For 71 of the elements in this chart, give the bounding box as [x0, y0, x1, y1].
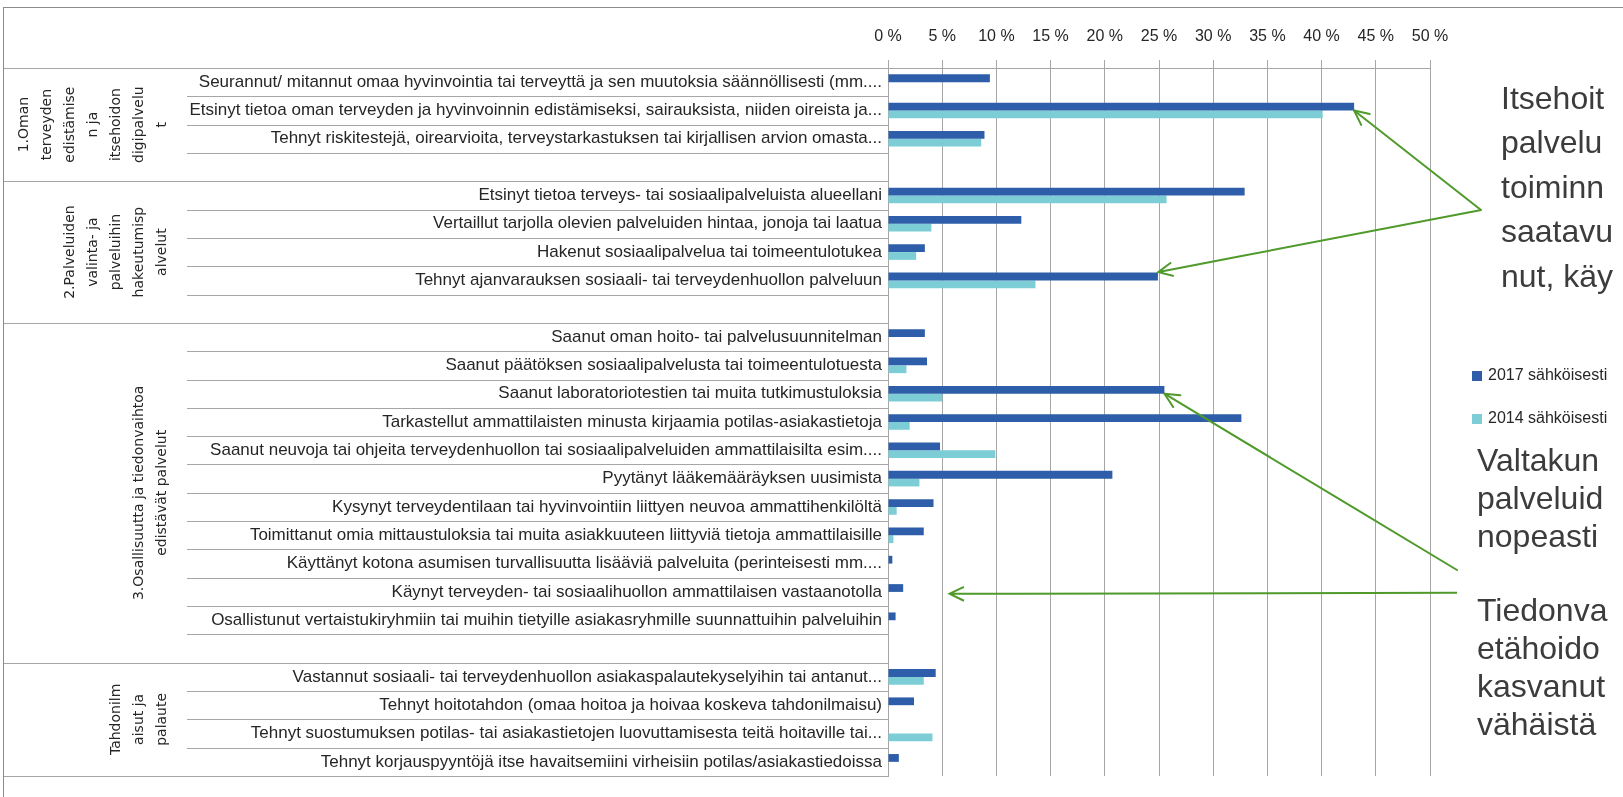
y-tick-label: Hakenut sosiaalipalvelua tai toimeentulotukea — [537, 241, 883, 261]
bar — [888, 131, 985, 139]
bar — [888, 676, 924, 685]
x-tick-label: 10 % — [978, 26, 1015, 44]
x-tick-label: 25 % — [1140, 26, 1178, 44]
bar — [888, 584, 904, 592]
y-tick-label: Etsinyt tietoa oman terveyden ja hyvinvoinnin edistämiseksi, sairauksista, niiden oireista ja... — [189, 100, 882, 120]
y-tick-label: Saanut neuvoja tai ohjeita terveydenhuollon tai sosiaalipalveluiden ammattilaisilta esim.... — [210, 440, 882, 460]
bar — [888, 272, 1158, 281]
bar — [888, 74, 990, 83]
bar — [888, 138, 982, 147]
x-tick-label: 30 % — [1194, 26, 1232, 44]
bar — [888, 669, 936, 677]
x-tick-label: 5 % — [928, 26, 956, 44]
bar — [888, 223, 932, 232]
bar — [888, 215, 1022, 224]
y-tick-label: Vastannut sosiaali- tai terveydenhuollon asiakaspalautekyselyihin tai antanut... — [292, 666, 882, 686]
y-tick-label: Tarkastellut ammattilaisten minusta kirjaamia potilas-asiakastietoja — [382, 411, 883, 431]
bar — [888, 365, 907, 374]
bar — [888, 110, 1323, 119]
y-tick-label: Tehnyt riskitestejä, oirearvioita, terveystarkastuksen tai kirjallisen arvion omasta... — [270, 128, 882, 148]
y-tick-label: Osallistunut vertaistukiryhmiin tai muihin tietyille asiakasryhmille suunnattuihin palveluihin — [211, 609, 882, 629]
text: Tiedonva etähoido kasvanut vähäistä — [1477, 591, 1608, 742]
x-tick-label: 40 % — [1303, 26, 1340, 44]
bar — [888, 499, 934, 507]
y-tick-label: Käynyt terveyden- tai sosiaalihuollon ammattilaisen vastaanotolla — [391, 581, 883, 601]
x-tick-label: 15 % — [1032, 26, 1069, 44]
x-tick-label: 50 % — [1411, 26, 1449, 44]
legend-label: 2014 sähköisesti — [1488, 409, 1608, 427]
y-tick-label: Saanut oman hoito- tai palvelusuunnitelman — [551, 326, 882, 346]
text: Tahdonilm aisut ja palaute — [106, 683, 169, 757]
y-tick-label: Vertaillut tarjolla olevien palveluiden hintaa, jonoja tai laatua — [433, 213, 883, 233]
bar — [888, 102, 1355, 111]
y-tick-label: Saanut laboratoriotestien tai muita tutkimustuloksia — [498, 383, 883, 403]
x-tick-label: 35 % — [1249, 26, 1286, 44]
x-tick-label: 20 % — [1086, 26, 1124, 44]
bar — [888, 414, 1242, 422]
y-tick-label: Kysynyt terveydentilaan tai hyvinvointiin liittyen neuvoa ammattihenkilöltä — [332, 496, 883, 516]
bar — [888, 754, 899, 762]
bar — [888, 422, 910, 430]
text: 1.Oman terveyden edistämise n ja itsehoidon digipalvelu t — [14, 86, 169, 163]
y-tick-label: Tehnyt hoitotahdon (omaa hoitoa ja hoivaa koskeva tahdonilmaisu) — [379, 694, 882, 714]
bar — [888, 244, 925, 253]
y-tick-label: Toimittanut omia mittaustuloksia tai muita asiakkuuteen liittyviä tietoja ammattilaisille — [249, 524, 882, 544]
bar — [888, 187, 1245, 196]
text: 2.Palveluiden valinta- ja palveluihin hakeutumisp alvelut — [60, 205, 169, 299]
bar — [888, 195, 1167, 204]
bar — [888, 280, 1036, 289]
bar — [888, 470, 1113, 479]
y-tick-label: Tehnyt suostumuksen potilas- tai asiakastietojen luovuttamisesta teitä hoitaville tai... — [250, 723, 882, 743]
bar — [888, 506, 897, 515]
text: 3.Osallisuutta ja tiedonvaihtoa edistävät palvelut — [129, 385, 169, 601]
y-tick-label: Saanut päätöksen sosiaalipalvelusta tai toimeentulotuesta — [445, 355, 883, 375]
y-tick-label: Tehnyt korjauspyyntöjä itse havaitsemiini virheisiin potilas/asiakastiedoissa — [320, 751, 883, 771]
x-tick-label: 0 % — [874, 26, 902, 44]
y-tick-label: Tehnyt ajanvarauksen sosiaali- tai terveydenhuollon palveluun — [415, 270, 882, 290]
y-tick-label: Seurannut/ mitannut omaa hyvinvointia tai terveyttä ja sen muutoksia säännöllisesti (mm.... — [198, 71, 882, 91]
y-tick-label: Etsinyt tietoa terveys- tai sosiaalipalveluista alueellani — [478, 185, 882, 205]
x-tick-label: 45 % — [1357, 26, 1395, 44]
bar — [888, 252, 917, 260]
annotation: Valtakun palveluid nopeasti — [1477, 441, 1604, 554]
y-tick-label: Pyytänyt lääkemääräyksen uusimista — [602, 468, 883, 488]
annotation: Itsehoit palvelu toiminn saatavu nut, käy — [1501, 79, 1614, 294]
bar — [888, 697, 915, 706]
bar — [888, 527, 924, 536]
bar — [888, 612, 896, 621]
bar — [888, 450, 996, 459]
y-tick-label: Käyttänyt kotona asumisen turvallisuutta lisääviä palveluita (perinteisesti mm.... — [286, 553, 882, 573]
bar — [888, 329, 925, 338]
legend-label: 2017 sähköisesti — [1488, 366, 1608, 384]
bar — [888, 385, 1165, 394]
